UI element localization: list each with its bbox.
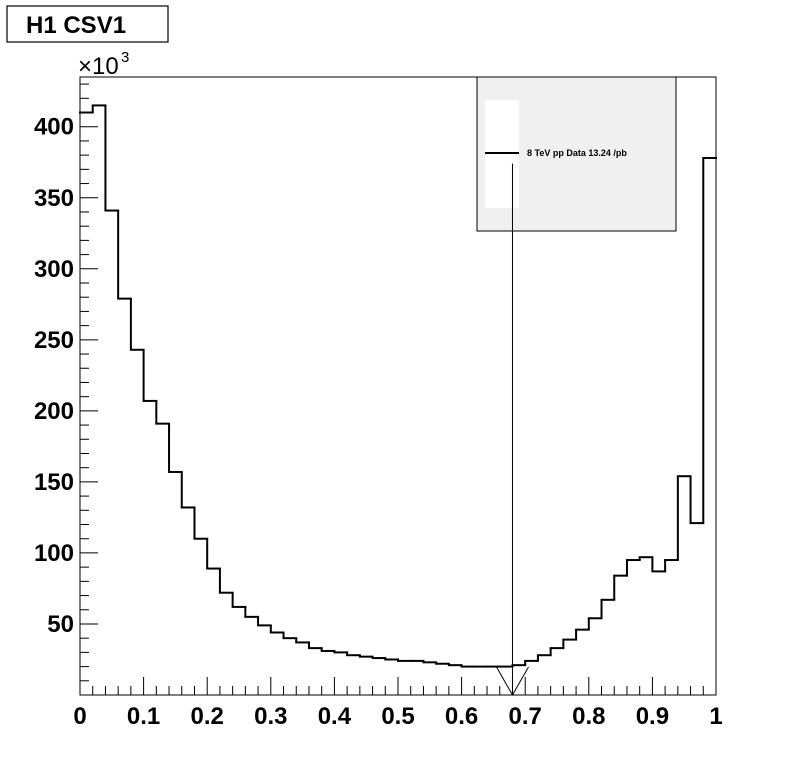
y-tick-label: 400	[34, 114, 74, 141]
y-tick-label: 100	[34, 540, 74, 567]
arrow-head	[496, 666, 529, 697]
x-tick-label: 1	[709, 703, 722, 730]
x-tick-label: 0.9	[636, 703, 669, 730]
histogram	[79, 104, 717, 668]
y-multiplier: ×10 3	[78, 49, 129, 80]
legend: 8 TeV pp Data 13.24 /pb	[476, 76, 677, 232]
y-tick-label: 200	[34, 398, 74, 425]
x-tick-label: 0.4	[318, 703, 352, 730]
x-tick-label: 0	[73, 703, 86, 730]
annotation-arrow	[496, 163, 529, 697]
x-tick-label: 0.8	[572, 703, 605, 730]
title-box: H1 CSV1	[6, 5, 169, 43]
y-tick-label: 300	[34, 256, 74, 283]
x-tick-label: 0.7	[509, 703, 542, 730]
y-tick-label: 250	[34, 327, 74, 354]
x-tick-label: 0.2	[191, 703, 224, 730]
legend-entry-label: 8 TeV pp Data 13.24 /pb	[527, 148, 627, 158]
x-tick-label: 0.5	[381, 703, 414, 730]
x-tick-label: 0.6	[445, 703, 478, 730]
y-multiplier-exponent: 3	[121, 49, 129, 66]
y-tick-label: 350	[34, 185, 74, 212]
y-multiplier-base: ×10	[78, 53, 119, 80]
y-tick-label: 50	[47, 611, 74, 638]
y-tick-label: 150	[34, 469, 74, 496]
chart-title: H1 CSV1	[26, 12, 126, 39]
x-tick-label: 0.1	[127, 703, 160, 730]
axes: 0 0.1 0.2 0.3 0.4 0.5 0.6 0.7 0.8 0.9 150100150200…	[34, 83, 723, 730]
x-tick-label: 0.3	[254, 703, 287, 730]
